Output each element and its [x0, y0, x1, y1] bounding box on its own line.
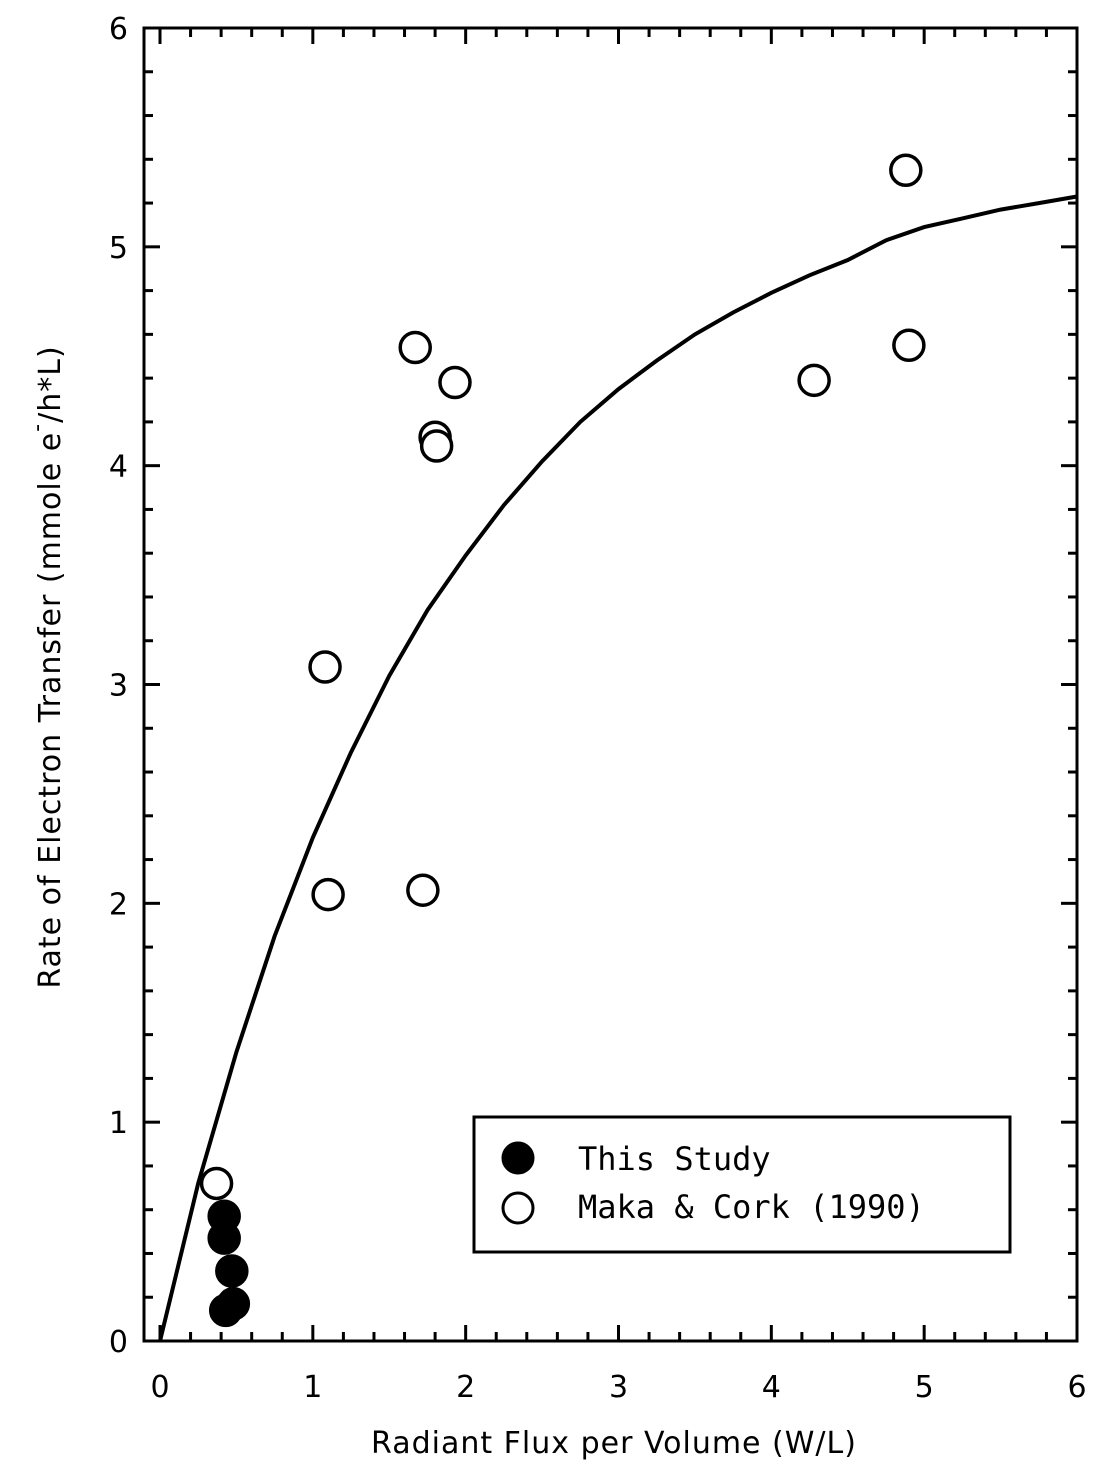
this-study-point	[208, 1293, 243, 1328]
y-tick-label: 5	[109, 231, 128, 266]
maka-cork-point	[889, 153, 923, 187]
maka-cork-point	[308, 650, 342, 684]
maka-cork-point	[311, 877, 345, 912]
maka-cork-point	[398, 330, 432, 365]
y-tick-label: 4	[109, 450, 128, 485]
legend: This Study Maka & Cork (1990)	[472, 1115, 1012, 1254]
legend-label-maka-cork: Maka & Cork (1990)	[578, 1188, 925, 1226]
legend-label-this-study: This Study	[578, 1140, 771, 1178]
x-tick-label: 3	[609, 1370, 628, 1405]
x-tick-labels: 0 1 2 3 4 5 6	[150, 1370, 1086, 1405]
y-tick-label: 1	[109, 1106, 128, 1141]
y-axis-label: Rate of Electron Transfer (mmole e-/h*L)	[25, 345, 68, 988]
fit-curve	[158, 194, 1078, 1342]
this-study-point	[215, 1254, 249, 1288]
x-tick-label: 0	[150, 1370, 169, 1405]
x-axis-label: Radiant Flux per Volume (W/L)	[371, 1426, 857, 1461]
legend-marker-maka-cork	[501, 1191, 535, 1225]
maka-cork-point	[419, 429, 454, 463]
x-tick-label: 4	[762, 1370, 781, 1405]
y-tick-labels: 0 1 2 3 4 5 6	[109, 12, 128, 1360]
legend-marker-this-study	[501, 1141, 535, 1175]
y-tick-label: 6	[109, 12, 128, 47]
axis-ticks	[144, 26, 1079, 1343]
maka-cork-point	[199, 1166, 234, 1201]
x-tick-label: 5	[915, 1370, 934, 1405]
x-tick-label: 1	[303, 1370, 322, 1405]
y-tick-label: 2	[109, 887, 128, 922]
x-tick-label: 6	[1067, 1370, 1086, 1405]
data-markers	[199, 153, 926, 1328]
y-tick-label: 0	[109, 1325, 128, 1360]
maka-cork-point	[797, 363, 831, 398]
maka-cork-point	[406, 873, 440, 907]
legend-box	[472, 1115, 1012, 1254]
this-study-point	[207, 1221, 241, 1255]
x-tick-label: 2	[456, 1370, 475, 1405]
maka-cork-point	[892, 328, 926, 363]
y-tick-label: 3	[109, 669, 128, 704]
maka-cork-point	[438, 365, 472, 400]
